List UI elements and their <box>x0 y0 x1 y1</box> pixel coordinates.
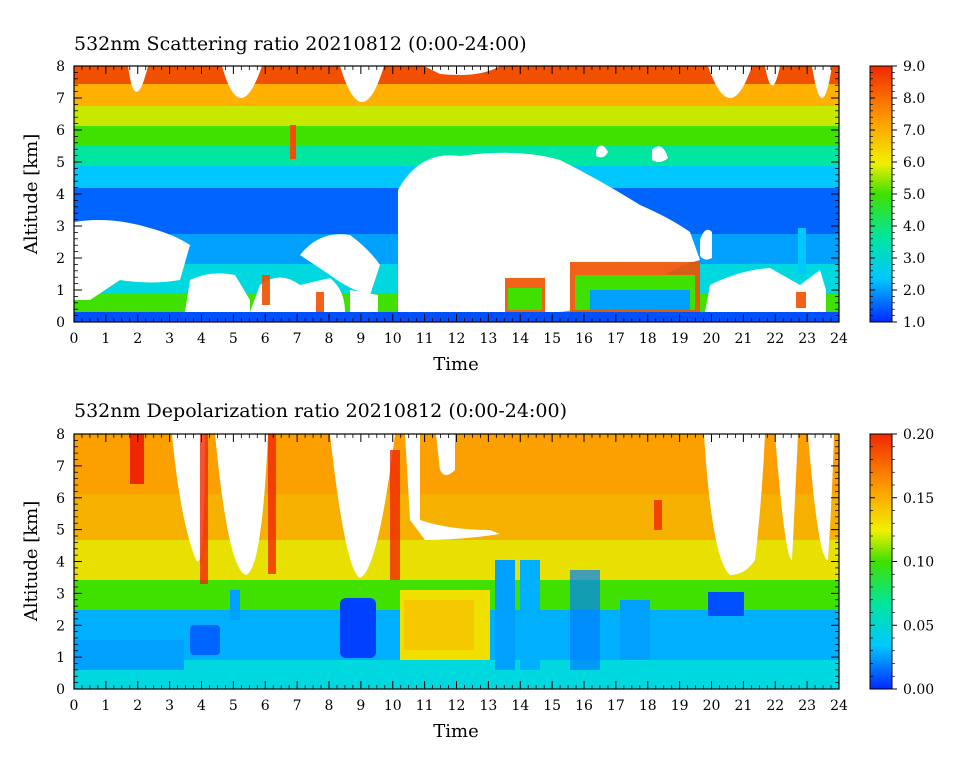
x-tick-label: 5 <box>229 331 238 347</box>
x-tick-label: 10 <box>384 698 402 714</box>
y-tick-label: 6 <box>56 491 65 507</box>
x-tick-label: 20 <box>703 698 721 714</box>
scattering-ratio-field <box>74 66 839 322</box>
x-tick-label: 6 <box>261 331 270 347</box>
colorbar-tick-label: 9.0 <box>903 59 925 75</box>
x-tick-label: 17 <box>607 331 625 347</box>
x-tick-label: 16 <box>575 698 593 714</box>
x-tick-label: 21 <box>734 698 752 714</box>
x-tick-label: 15 <box>543 331 561 347</box>
x-tick-label: 15 <box>543 698 561 714</box>
x-tick-label: 7 <box>293 331 302 347</box>
colorbar-ticks: 1.0 2.0 3.0 4.0 5.0 6.0 7.0 8.0 9.0 <box>870 59 925 331</box>
x-tick-label: 12 <box>448 331 466 347</box>
y-tick-label: 2 <box>56 618 65 634</box>
x-tick-label: 11 <box>416 331 434 347</box>
x-tick-label: 19 <box>671 331 689 347</box>
x-tick-label: 5 <box>229 698 238 714</box>
x-tick-label: 10 <box>384 331 402 347</box>
y-tick-label: 0 <box>56 682 65 698</box>
x-tick-label: 18 <box>639 698 657 714</box>
x-axis-label: Time <box>433 721 478 742</box>
y-tick-label: 3 <box>56 586 65 602</box>
colorbar-tick-label: 2.0 <box>903 283 925 299</box>
x-tick-label: 18 <box>639 331 657 347</box>
y-tick-label: 5 <box>56 523 65 539</box>
colorbar-tick-label: 0.10 <box>903 555 934 571</box>
x-tick-label: 14 <box>511 331 529 347</box>
colorbar-tick-label: 6.0 <box>903 155 925 171</box>
y-tick-label: 5 <box>56 155 65 171</box>
x-axis-label: Time <box>433 354 478 375</box>
x-tick-label: 17 <box>607 698 625 714</box>
x-tick-label: 0 <box>70 331 79 347</box>
x-tick-label: 8 <box>325 698 334 714</box>
x-tick-label: 9 <box>356 331 365 347</box>
y-tick-label: 1 <box>56 650 65 666</box>
x-tick-label: 2 <box>133 698 142 714</box>
y-tick-label: 2 <box>56 251 65 267</box>
x-tick-label: 16 <box>575 331 593 347</box>
chart-title: 532nm Depolarization ratio 20210812 (0:0… <box>74 400 567 422</box>
x-tick-label: 19 <box>671 698 689 714</box>
colorbar-tick-label: 4.0 <box>903 219 925 235</box>
x-tick-label: 13 <box>479 331 497 347</box>
chart-title: 532nm Scattering ratio 20210812 (0:00-24… <box>74 33 527 55</box>
x-tick-label: 23 <box>798 331 816 347</box>
y-axis-label: Altitude [km] <box>21 501 42 623</box>
axis-ticks: 0 1 2 3 4 5 6 7 8 9 10 11 12 13 14 15 16 17 18 19 20 21 22 23 24… <box>56 59 848 347</box>
x-tick-label: 24 <box>830 698 848 714</box>
x-tick-label: 14 <box>511 698 529 714</box>
x-tick-label: 4 <box>197 698 206 714</box>
colorbar-tick-label: 0.05 <box>903 618 934 634</box>
y-tick-label: 7 <box>56 91 65 107</box>
x-tick-label: 24 <box>830 331 848 347</box>
x-tick-label: 0 <box>70 698 79 714</box>
x-tick-label: 22 <box>766 331 784 347</box>
scattering-ratio-panel: 532nm Scattering ratio 20210812 (0:00-24… <box>21 33 925 375</box>
depolarization-ratio-field <box>74 434 839 689</box>
x-tick-label: 12 <box>448 698 466 714</box>
depolarization-ratio-panel: 532nm Depolarization ratio 20210812 (0:0… <box>21 400 934 742</box>
y-tick-label: 6 <box>56 123 65 139</box>
y-tick-label: 1 <box>56 283 65 299</box>
colorbar-tick-label: 0.00 <box>903 682 934 698</box>
x-tick-label: 11 <box>416 698 434 714</box>
y-tick-label: 4 <box>56 555 65 571</box>
y-tick-label: 8 <box>56 427 65 443</box>
y-tick-label: 3 <box>56 219 65 235</box>
x-tick-label: 4 <box>197 331 206 347</box>
x-tick-label: 1 <box>101 331 110 347</box>
x-tick-label: 9 <box>356 698 365 714</box>
x-tick-label: 7 <box>293 698 302 714</box>
y-tick-label: 7 <box>56 459 65 475</box>
colorbar-tick-label: 8.0 <box>903 91 925 107</box>
x-tick-label: 3 <box>165 698 174 714</box>
x-tick-label: 2 <box>133 331 142 347</box>
colorbar-tick-label: 0.15 <box>903 491 934 507</box>
colorbar-tick-label: 1.0 <box>903 315 925 331</box>
x-tick-label: 8 <box>325 331 334 347</box>
colorbar-ticks: 0.00 0.05 0.10 0.15 0.20 <box>870 427 934 698</box>
x-tick-label: 6 <box>261 698 270 714</box>
colorbar-tick-label: 7.0 <box>903 123 925 139</box>
y-tick-label: 8 <box>56 59 65 75</box>
y-tick-label: 0 <box>56 315 65 331</box>
colorbar-tick-label: 0.20 <box>903 427 934 443</box>
y-axis-label: Altitude [km] <box>21 134 42 256</box>
x-tick-label: 13 <box>479 698 497 714</box>
x-tick-label: 20 <box>703 331 721 347</box>
colorbar-tick-label: 5.0 <box>903 187 925 203</box>
x-tick-label: 23 <box>798 698 816 714</box>
colorbar-tick-label: 3.0 <box>903 251 925 267</box>
x-tick-label: 1 <box>101 698 110 714</box>
x-tick-label: 21 <box>734 331 752 347</box>
x-tick-label: 22 <box>766 698 784 714</box>
y-tick-label: 4 <box>56 187 65 203</box>
x-tick-label: 3 <box>165 331 174 347</box>
axis-ticks: 0 1 2 3 4 5 6 7 8 9 10 11 12 13 14 15 16 17 18 19 20 21 22 23 24… <box>56 427 848 714</box>
